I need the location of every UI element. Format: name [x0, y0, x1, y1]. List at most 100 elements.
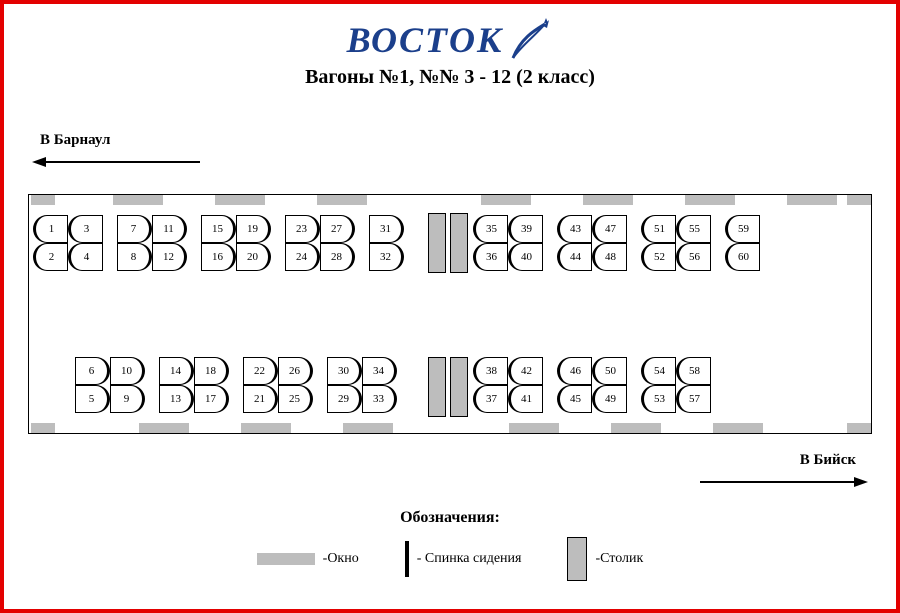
direction-left-label: В Барнаул — [40, 132, 110, 149]
seat: 59 — [725, 215, 760, 243]
seat: 27 — [320, 215, 355, 243]
seat: 60 — [725, 243, 760, 271]
backrest-swatch-icon — [405, 541, 409, 577]
seat-pair: 4344 — [557, 215, 592, 271]
window-segment — [847, 423, 871, 433]
diagram-frame: ВОСТОК Вагоны №1, №№ 3 - 12 (2 класс) В … — [0, 0, 900, 613]
seat: 8 — [117, 243, 152, 271]
window-segment — [343, 423, 393, 433]
seat: 58 — [676, 357, 711, 385]
window-segment — [31, 423, 55, 433]
window-segment — [713, 423, 763, 433]
seat: 7 — [117, 215, 152, 243]
seat: 40 — [508, 243, 543, 271]
window-segment — [317, 195, 367, 205]
legend-table-label: -Столик — [595, 551, 643, 567]
seat-pair: 1920 — [236, 215, 271, 271]
seat: 29 — [327, 385, 362, 413]
seat-pair: 3940 — [508, 215, 543, 271]
logo: ВОСТОК — [347, 18, 554, 62]
seat: 54 — [641, 357, 676, 385]
seat-pair: 1112 — [152, 215, 187, 271]
seat: 16 — [201, 243, 236, 271]
legend-window: -Окно — [257, 551, 359, 567]
window-segment — [583, 195, 633, 205]
seat-pair: 5453 — [641, 357, 676, 413]
rail-car: 1234781112151619202324272831323536394043… — [28, 194, 872, 434]
seat: 35 — [473, 215, 508, 243]
seat: 45 — [557, 385, 592, 413]
seat: 47 — [592, 215, 627, 243]
seat-pair: 4241 — [508, 357, 543, 413]
seat: 2 — [33, 243, 68, 271]
seat: 33 — [362, 385, 397, 413]
window-swatch-icon — [257, 553, 315, 565]
legend-backrest: - Спинка сидения — [405, 541, 522, 577]
legend-table: -Столик — [567, 537, 643, 581]
seat: 18 — [194, 357, 229, 385]
seat: 17 — [194, 385, 229, 413]
seat: 23 — [285, 215, 320, 243]
seat: 3 — [68, 215, 103, 243]
window-segment — [509, 423, 559, 433]
seat: 14 — [159, 357, 194, 385]
subtitle: Вагоны №1, №№ 3 - 12 (2 класс) — [4, 66, 896, 89]
seat: 57 — [676, 385, 711, 413]
seat: 32 — [369, 243, 404, 271]
window-segment — [481, 195, 531, 205]
seat: 36 — [473, 243, 508, 271]
seat: 39 — [508, 215, 543, 243]
seat: 42 — [508, 357, 543, 385]
seat: 52 — [641, 243, 676, 271]
seat-pair: 1516 — [201, 215, 236, 271]
seat-pair: 3536 — [473, 215, 508, 271]
arrow-right-icon — [698, 474, 868, 490]
logo-text: ВОСТОК — [347, 19, 504, 61]
seat: 49 — [592, 385, 627, 413]
seat-pair: 5049 — [592, 357, 627, 413]
seat: 20 — [236, 243, 271, 271]
seat-pair: 2625 — [278, 357, 313, 413]
seat: 31 — [369, 215, 404, 243]
seat-pair: 34 — [68, 215, 103, 271]
seat: 9 — [110, 385, 145, 413]
seat-table — [450, 213, 468, 273]
logo-block: ВОСТОК — [4, 18, 896, 62]
seat-pair: 2221 — [243, 357, 278, 413]
legend-backrest-label: - Спинка сидения — [417, 551, 522, 567]
seat-pair: 5857 — [676, 357, 711, 413]
seat: 46 — [557, 357, 592, 385]
seat: 38 — [473, 357, 508, 385]
seat-table — [450, 357, 468, 417]
seat-pair: 1817 — [194, 357, 229, 413]
legend-title: Обозначения: — [4, 509, 896, 527]
seat-pair: 4748 — [592, 215, 627, 271]
seat: 1 — [33, 215, 68, 243]
seat: 55 — [676, 215, 711, 243]
seat-pair: 3132 — [369, 215, 404, 271]
seat-pair: 5960 — [725, 215, 760, 271]
window-segment — [787, 195, 837, 205]
seat: 11 — [152, 215, 187, 243]
window-segment — [215, 195, 265, 205]
seat-pair: 5152 — [641, 215, 676, 271]
seat-pair: 2324 — [285, 215, 320, 271]
logo-icon — [509, 18, 553, 62]
seat: 53 — [641, 385, 676, 413]
seat-pair: 109 — [110, 357, 145, 413]
seat: 5 — [75, 385, 110, 413]
seat: 37 — [473, 385, 508, 413]
seat-pair: 78 — [117, 215, 152, 271]
seat: 26 — [278, 357, 313, 385]
seat: 10 — [110, 357, 145, 385]
window-segment — [847, 195, 871, 205]
table-swatch-icon — [567, 537, 587, 581]
seat-table — [428, 357, 446, 417]
window-segment — [611, 423, 661, 433]
seat: 56 — [676, 243, 711, 271]
seat-pair: 3433 — [362, 357, 397, 413]
seat-table — [428, 213, 446, 273]
seat: 48 — [592, 243, 627, 271]
seat-pair: 2728 — [320, 215, 355, 271]
legend: Обозначения: -Окно - Спинка сидения -Сто… — [4, 509, 896, 581]
